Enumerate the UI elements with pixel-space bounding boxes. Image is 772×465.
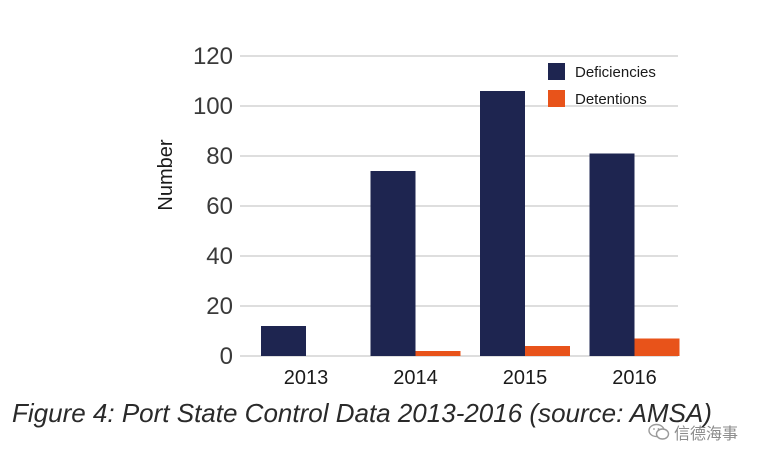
- legend-swatch-detentions: [548, 90, 565, 107]
- watermark: 信德海事: [648, 420, 738, 444]
- y-tick-label-60: 60: [206, 193, 233, 220]
- x-axis-tick-labels: 2013 2014 2015 2016: [284, 367, 657, 389]
- gridlines: [240, 55, 678, 357]
- bar-deficiencies-2014: [370, 171, 416, 356]
- figure-caption: Figure 4: Port State Control Data 2013-2…: [12, 398, 712, 428]
- wechat-icon: [648, 423, 670, 440]
- y-tick-label-0: 0: [220, 343, 233, 370]
- bars: [261, 91, 680, 356]
- legend: Deficiencies Detentions: [548, 63, 656, 108]
- y-axis-title: Number: [155, 139, 177, 210]
- x-tick-label-2015: 2015: [503, 367, 548, 389]
- y-tick-label-120: 120: [193, 43, 233, 70]
- watermark-text: 信德海事: [674, 424, 739, 443]
- y-axis-tick-labels: 0 20 40 60 80 100 120: [193, 43, 233, 370]
- bar-deficiencies-2015: [480, 91, 525, 356]
- y-tick-label-80: 80: [206, 143, 233, 170]
- y-tick-label-20: 20: [206, 293, 233, 320]
- x-tick-label-2013: 2013: [284, 367, 329, 389]
- x-tick-label-2014: 2014: [393, 367, 438, 389]
- bar-detentions-2016: [634, 338, 680, 356]
- y-tick-label-100: 100: [193, 93, 233, 120]
- x-tick-label-2016: 2016: [612, 367, 657, 389]
- legend-swatch-deficiencies: [548, 63, 565, 80]
- bar-deficiencies-2013: [261, 326, 306, 356]
- bar-deficiencies-2016: [589, 153, 635, 356]
- y-tick-label-40: 40: [206, 243, 233, 270]
- legend-label-detentions: Detentions: [575, 91, 647, 108]
- bar-detentions-2014: [415, 351, 461, 356]
- legend-label-deficiencies: Deficiencies: [575, 64, 656, 81]
- bar-detentions-2015: [525, 346, 570, 356]
